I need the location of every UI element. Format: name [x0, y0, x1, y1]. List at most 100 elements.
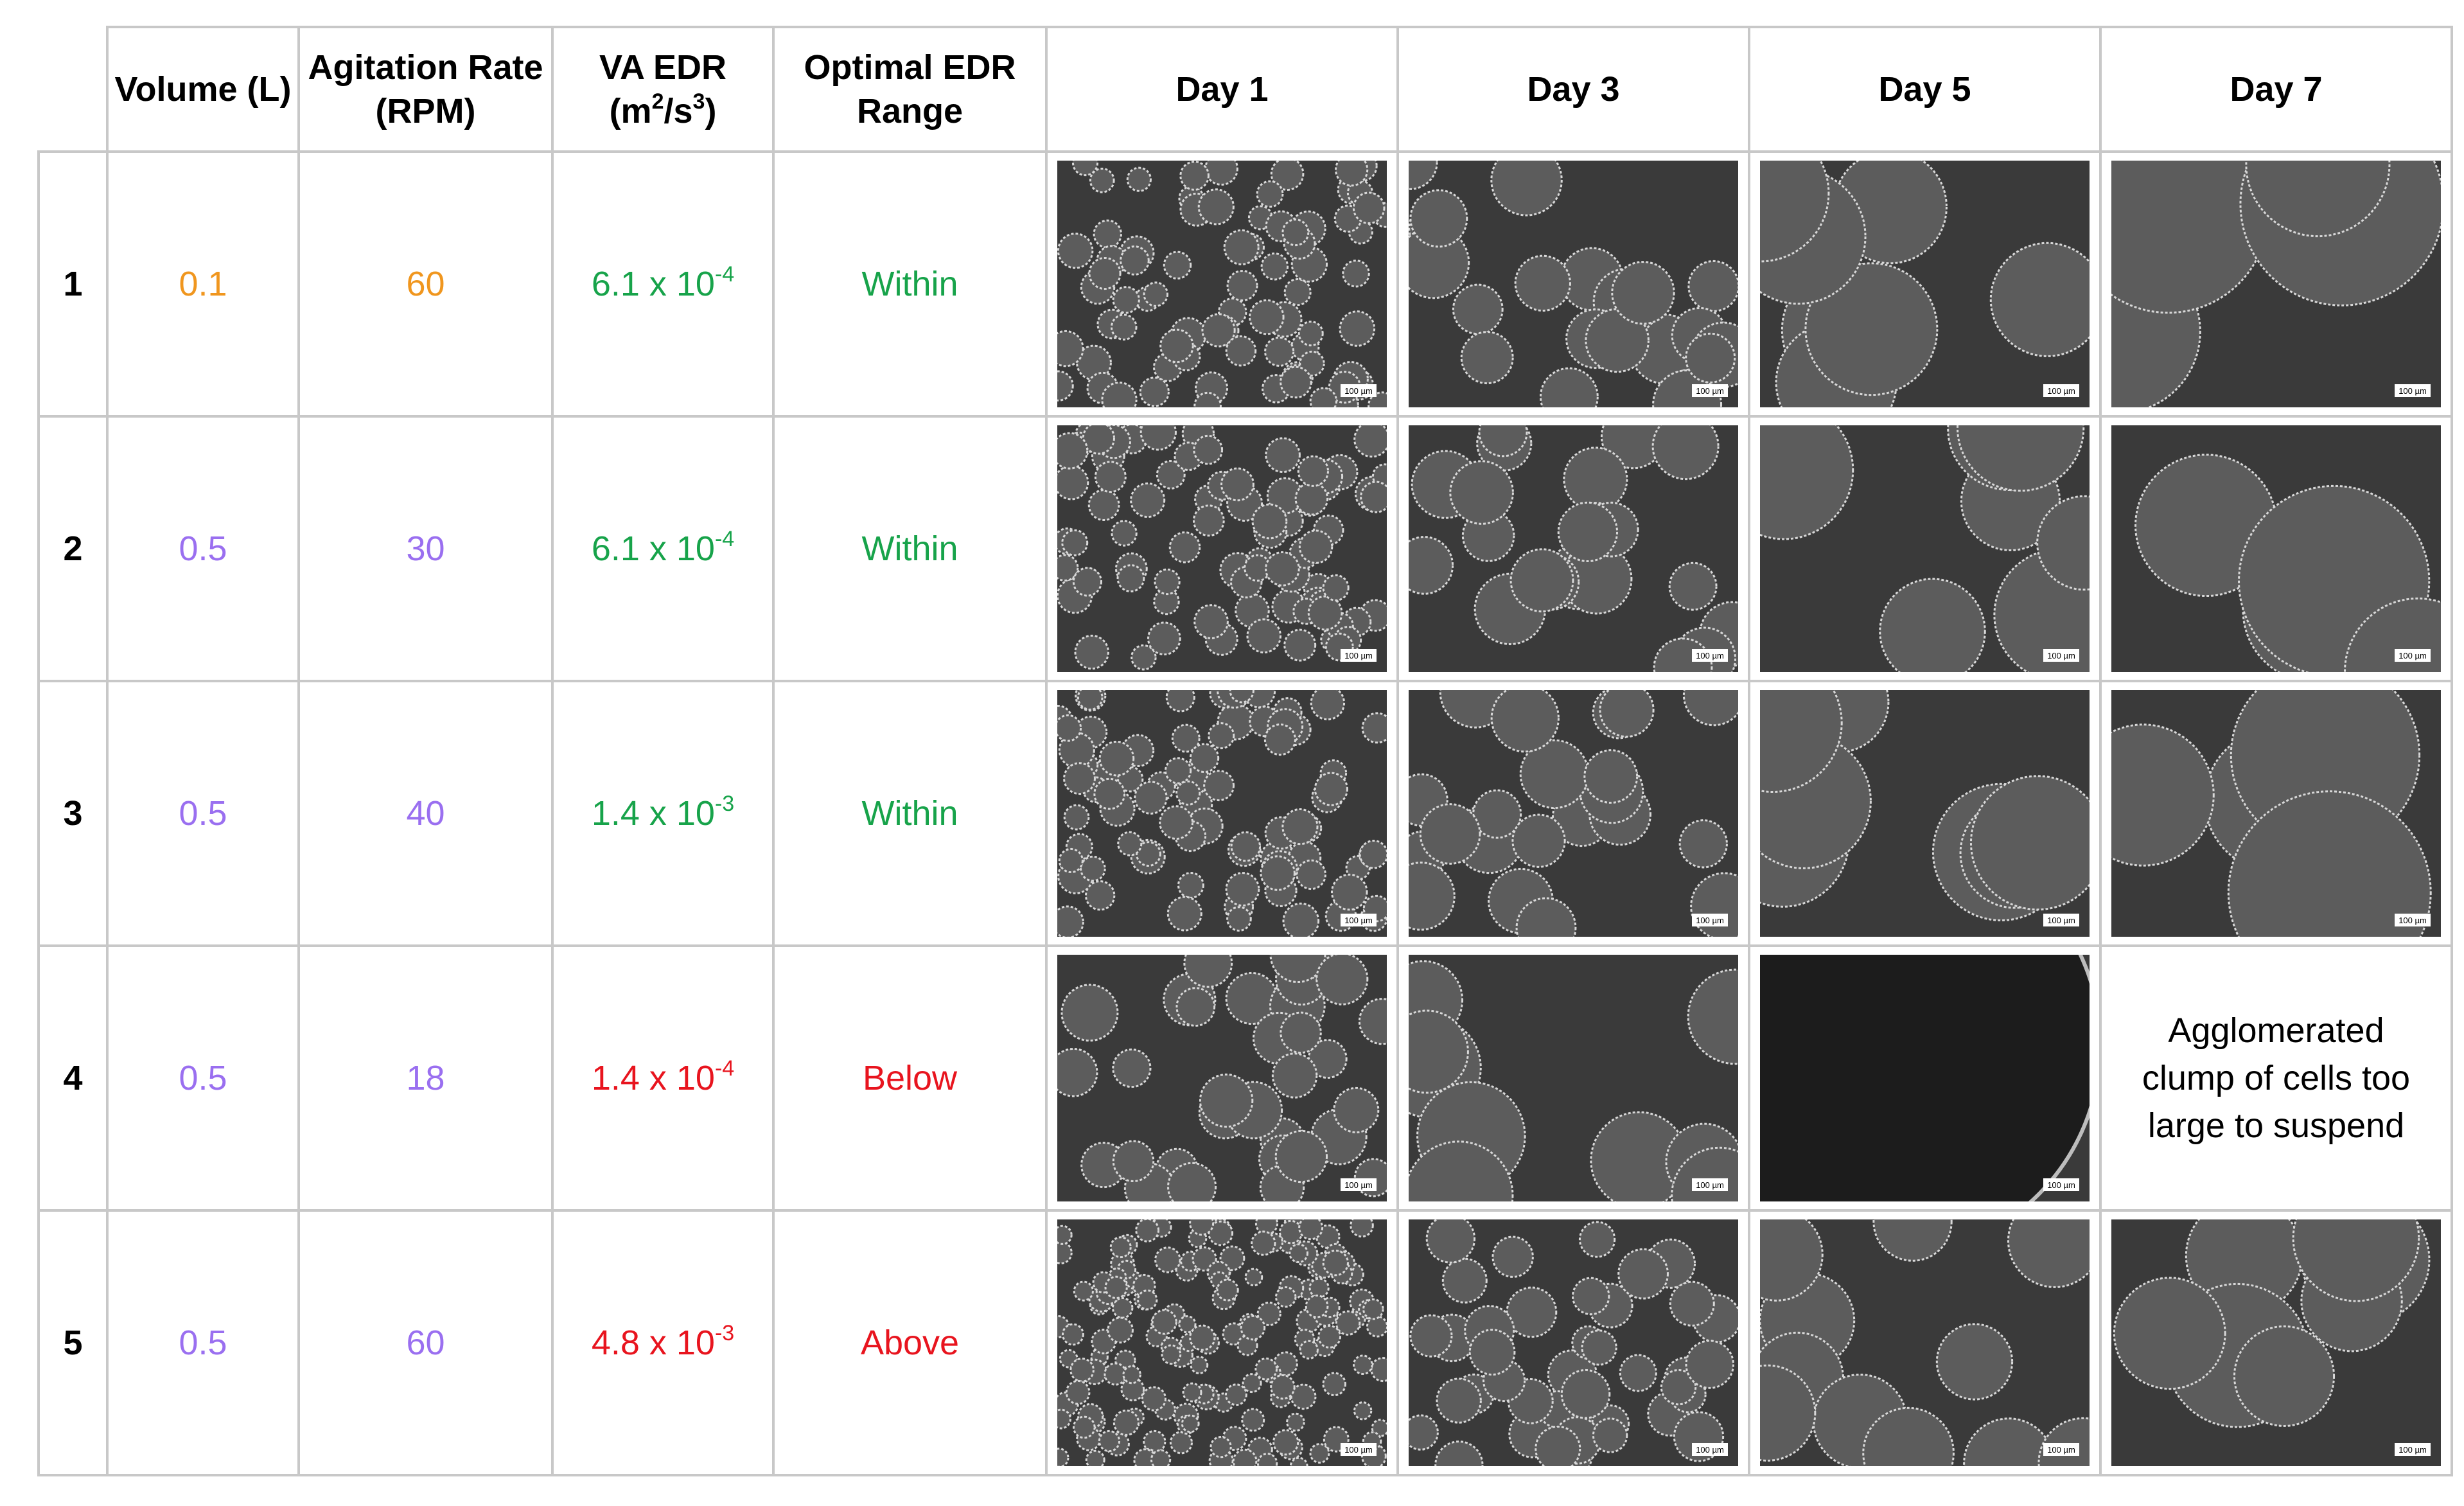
spheroid: [1281, 808, 1319, 846]
edr-exponent: -3: [714, 792, 735, 816]
image-cell: 100 µm: [1748, 415, 2102, 682]
spheroid: [1286, 1412, 1305, 1432]
row-id: 2: [37, 415, 109, 682]
spheroid: [1216, 1279, 1239, 1302]
spheroid: [1298, 529, 1333, 564]
spheroid: [1069, 1358, 1095, 1383]
micrograph: 100 µm: [2111, 690, 2441, 937]
micrograph: 100 µm: [1057, 425, 1387, 672]
spheroid: [2233, 1325, 2336, 1427]
spheroid: [1165, 690, 1195, 713]
spheroid: [1511, 813, 1566, 868]
scale-bar-box: [2395, 384, 2431, 397]
volume-cell: 0.1: [106, 150, 300, 418]
scale-bar-label: 100 µm: [1344, 1180, 1373, 1190]
spheroid: [1409, 536, 1454, 595]
spheroid: [1506, 1286, 1558, 1338]
volume-cell: 0.5: [106, 415, 300, 682]
spheroid: [1353, 425, 1387, 458]
spheroid: [1166, 896, 1202, 932]
scale-bar-label: 100 µm: [2398, 386, 2427, 396]
spheroid: [1224, 1383, 1247, 1406]
spheroid: [1177, 872, 1204, 899]
spheroid: [1116, 564, 1145, 592]
edr-base: 4.8 x 10: [591, 1324, 715, 1362]
spheroid: [1360, 481, 1387, 513]
spheroid: [1352, 1354, 1373, 1376]
spheroid: [1057, 432, 1089, 470]
spheroid: [1322, 1249, 1349, 1277]
spheroid: [1057, 714, 1082, 742]
image-cell: 100 µm: [2099, 1209, 2453, 1476]
spheroid: [1073, 1280, 1094, 1302]
spheroid: [1668, 562, 1718, 611]
spheroid: [1760, 1219, 1824, 1302]
scale-bar-box: [2395, 1443, 2431, 1456]
spheroid: [1175, 780, 1201, 806]
edr-cell: 6.1 x 10-4: [551, 415, 775, 682]
edr-exponent: -4: [714, 527, 735, 551]
spheroid: [1280, 366, 1312, 399]
edr-cell: 6.1 x 10-4: [551, 150, 775, 418]
row-id: 4: [37, 944, 109, 1212]
spheroid: [1057, 1225, 1073, 1245]
blank-cell: [39, 27, 109, 153]
spheroid: [1309, 1443, 1330, 1464]
spheroid: [1409, 189, 1468, 248]
spheroid: [1057, 1047, 1098, 1097]
spheroid: [1342, 260, 1370, 288]
edr-base: 1.4 x 10: [591, 794, 715, 833]
spheroid: [1057, 1448, 1069, 1466]
spheroid: [2036, 495, 2090, 591]
spheroid: [1147, 621, 1181, 656]
spheroid: [1279, 1219, 1303, 1245]
spheroid: [1156, 459, 1186, 490]
cell-clump: [1760, 955, 2090, 1201]
spheroid: [1112, 1140, 1155, 1182]
spheroid: [1065, 1379, 1091, 1405]
spheroid: [1175, 987, 1216, 1027]
spheroid: [1154, 1246, 1181, 1273]
spheroid: [1611, 261, 1675, 325]
spheroid: [1225, 335, 1257, 367]
spheroid: [1117, 831, 1143, 856]
column-header: Day 1: [1045, 26, 1399, 153]
spheroid: [1154, 568, 1181, 596]
spheroid: [1335, 1310, 1361, 1336]
micrograph: 100 µm: [1409, 425, 1738, 672]
spheroid: [1192, 504, 1225, 537]
edr-cell: 1.4 x 10-3: [551, 680, 775, 947]
spheroid: [1256, 1453, 1278, 1466]
table-row: 2 0.5 30 6.1 x 10-4 Within 100 µm 100 µm 100 µm…: [37, 415, 2453, 682]
spheroid: [1098, 740, 1135, 777]
spheroid: [1094, 461, 1127, 493]
column-header: VA EDR (m2/s3): [551, 26, 775, 153]
edr-base: 6.1 x 10: [591, 529, 715, 568]
spheroid: [1120, 245, 1150, 276]
spheroid: [1134, 781, 1168, 815]
rate-cell: 18: [297, 944, 554, 1212]
micrograph: 100 µm: [1409, 690, 1738, 937]
table-row: 4 0.5 18 1.4 x 10-4 Below 100 µm 100 µm 100 µm A…: [37, 944, 2453, 1212]
scale-bar-box: [2043, 1178, 2079, 1191]
spheroid: [1057, 370, 1074, 402]
scale-bar-label: 100 µm: [1696, 651, 1724, 660]
spheroid: [1126, 166, 1152, 192]
spheroid: [1272, 1429, 1299, 1456]
spheroid: [1353, 1401, 1373, 1421]
spheroid: [1201, 313, 1236, 348]
spheroid: [1653, 637, 1713, 672]
scale-bar-box: [1692, 1178, 1728, 1191]
scale-bar-label: 100 µm: [1344, 386, 1373, 396]
spheroid: [1563, 447, 1628, 512]
column-header: Volume (L): [106, 26, 300, 153]
spheroid: [1256, 1301, 1281, 1327]
scale-bar-box: [2043, 384, 2079, 397]
scale-bar-label: 100 µm: [2398, 1445, 2427, 1455]
micrograph: 100 µm: [2111, 161, 2441, 407]
micrograph: 100 µm: [1409, 161, 1738, 407]
spheroid: [1223, 229, 1260, 265]
spheroid: [1452, 283, 1504, 335]
spheroid: [1057, 554, 1079, 582]
spheroid: [1581, 1329, 1617, 1366]
